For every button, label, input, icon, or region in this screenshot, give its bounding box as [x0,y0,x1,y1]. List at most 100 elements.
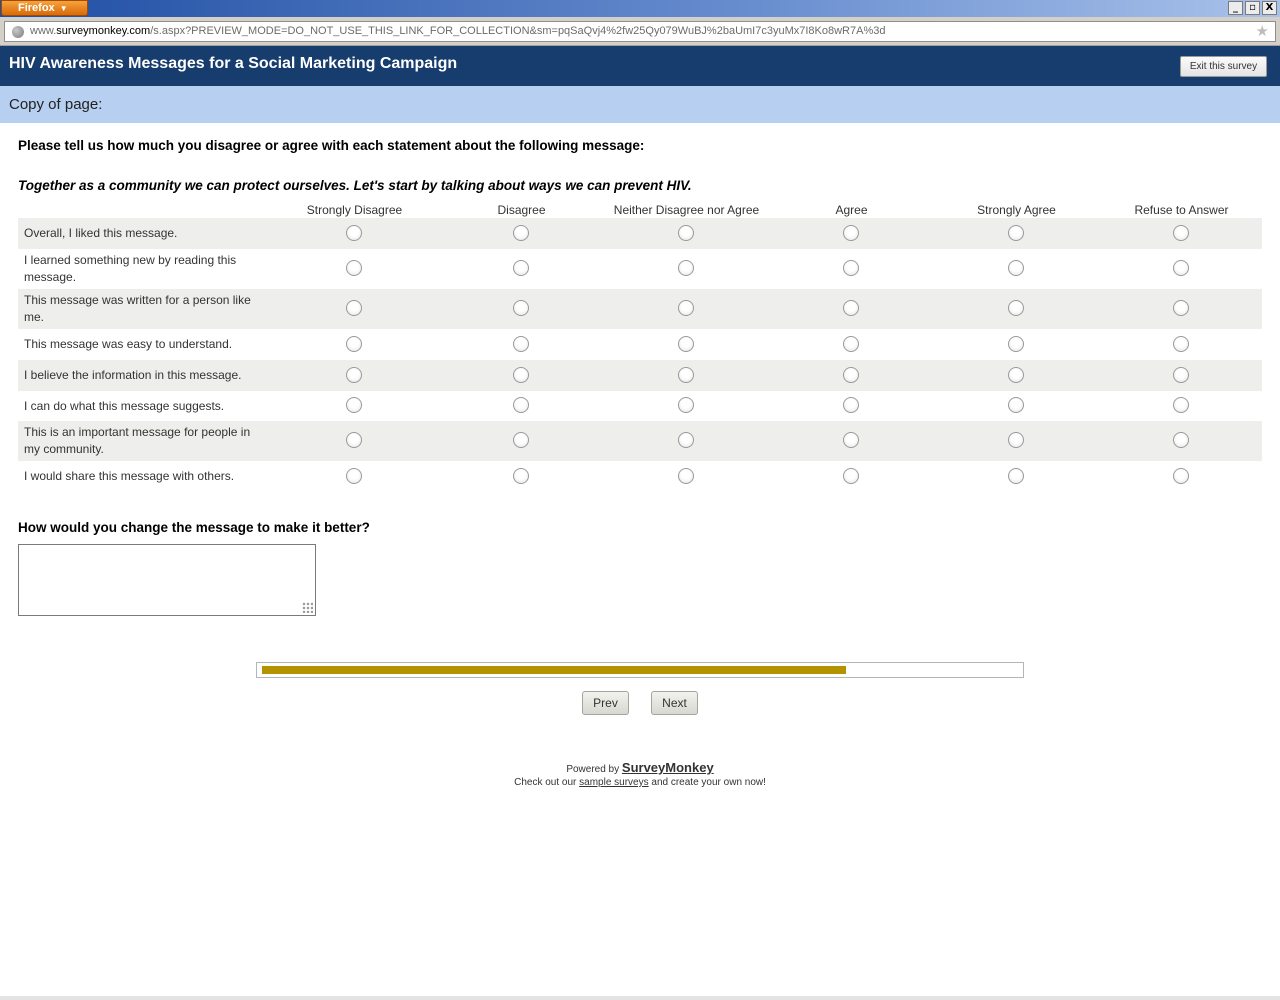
rating-radio[interactable] [346,366,362,383]
rating-radio[interactable] [1173,260,1189,276]
rating-radio[interactable] [513,335,529,352]
prev-button[interactable]: Prev [582,691,629,715]
rating-radio[interactable] [1008,224,1024,241]
url-domain: surveymonkey.com [56,25,151,37]
rating-radio[interactable] [513,300,529,316]
matrix-row: I learned something new by reading this … [18,249,1262,289]
rating-radio[interactable] [843,300,859,316]
matrix-row: I would share this message with others. [18,461,1262,492]
matrix-row: I can do what this message suggests. [18,391,1262,421]
rating-radio[interactable] [678,366,694,383]
row-statement: This message was written for a person li… [24,293,251,324]
rating-radio[interactable] [678,397,694,413]
rating-radio[interactable] [843,366,859,383]
row-statement: This is an important message for people … [24,425,251,456]
rating-radio[interactable] [346,335,362,352]
firefox-menu-button[interactable]: Firefox ▼ [1,0,88,16]
surveymonkey-link[interactable]: SurveyMonkey [621,760,714,775]
row-statement: I learned something new by reading this … [24,253,237,284]
rating-matrix: Strongly Disagree Disagree Neither Disagre… [18,200,1262,492]
column-header: Disagree [497,203,546,217]
rating-radio[interactable] [346,224,362,241]
powered-by: Powered by SurveyMonkey [0,760,1280,775]
resize-grip-icon[interactable] [302,602,313,613]
rating-radio[interactable] [346,397,362,413]
powered-by-text: Powered by [566,764,620,775]
rating-radio[interactable] [1173,224,1189,241]
sample-surveys-link[interactable]: sample surveys [579,777,649,788]
url-path: /s.aspx?PREVIEW_MODE=DO_NOT_USE_THIS_LIN… [150,25,886,37]
rating-radio[interactable] [843,467,859,484]
row-statement: I can do what this message suggests. [24,399,225,413]
rating-radio[interactable] [1008,397,1024,413]
rating-radio[interactable] [513,467,529,484]
status-bar-edge [0,996,1280,1000]
rating-radio[interactable] [843,397,859,413]
rating-radio[interactable] [513,224,529,241]
sample-surveys-note: Check out our sample surveys and create … [0,777,1280,788]
row-statement: Overall, I liked this message. [24,226,178,240]
checkout-prefix: Check out our [514,777,577,788]
rating-radio[interactable] [346,260,362,276]
rating-radio[interactable] [678,300,694,316]
rating-radio[interactable] [1008,467,1024,484]
rating-radio[interactable] [346,432,362,448]
column-header: Neither Disagree nor Agree [613,203,760,217]
exit-survey-button[interactable]: Exit this survey [1180,56,1267,77]
rating-radio[interactable] [843,260,859,276]
answer-textarea[interactable] [18,544,316,616]
question-2-prompt: How would you change the message to make… [18,520,370,535]
rating-radio[interactable] [678,432,694,448]
rating-radio[interactable] [1173,300,1189,316]
column-header: Refuse to Answer [1134,203,1229,217]
rating-radio[interactable] [678,335,694,352]
matrix-row: This message was written for a person li… [18,289,1262,329]
rating-radio[interactable] [1008,335,1024,352]
rating-radio[interactable] [513,366,529,383]
rating-radio[interactable] [513,397,529,413]
rating-radio[interactable] [1173,366,1189,383]
rating-radio[interactable] [513,432,529,448]
rating-radio[interactable] [1173,467,1189,484]
matrix-row: Overall, I liked this message. [18,218,1262,249]
matrix-row: I believe the information in this messag… [18,360,1262,391]
rating-radio[interactable] [678,260,694,276]
matrix-row: This is an important message for people … [18,421,1262,461]
url-prefix: www. [30,25,57,37]
column-header: Strongly Disagree [306,203,403,217]
url-input[interactable]: www.surveymonkey.com/s.aspx?PREVIEW_MODE… [4,21,1276,42]
checkout-suffix: and create your own now! [651,777,766,788]
globe-icon [12,26,24,38]
survey-title: HIV Awareness Messages for a Social Mark… [9,55,458,72]
rating-radio[interactable] [1173,432,1189,448]
rating-radio[interactable] [1173,397,1189,413]
rating-radio[interactable] [1008,260,1024,276]
rating-radio[interactable] [678,467,694,484]
rating-radio[interactable] [843,335,859,352]
page-title-band: Copy of page: [0,86,1280,123]
minimize-button[interactable]: _ [1228,1,1243,15]
window-controls: _ ▫ X [1228,1,1277,15]
matrix-row: This message was easy to understand. [18,329,1262,360]
rating-radio[interactable] [346,300,362,316]
navigation-toolbar: www.surveymonkey.com/s.aspx?PREVIEW_MODE… [0,17,1280,46]
question-1-message: Together as a community we can protect o… [18,178,692,193]
close-button[interactable]: X [1262,1,1277,15]
next-button[interactable]: Next [651,691,698,715]
row-statement: I would share this message with others. [24,469,235,483]
row-statement: I believe the information in this messag… [24,368,242,382]
restore-button[interactable]: ▫ [1245,1,1260,15]
rating-radio[interactable] [1008,300,1024,316]
rating-radio[interactable] [843,224,859,241]
rating-radio[interactable] [843,432,859,448]
rating-radio[interactable] [1008,432,1024,448]
page-title: Copy of page: [9,96,103,113]
progress-fill [262,666,846,674]
rating-radio[interactable] [678,224,694,241]
rating-radio[interactable] [1173,335,1189,352]
rating-radio[interactable] [346,467,362,484]
rating-radio[interactable] [1008,366,1024,383]
rating-radio[interactable] [513,260,529,276]
bookmark-star-icon[interactable]: ★ [1255,23,1269,40]
row-statement: This message was easy to understand. [24,337,233,351]
